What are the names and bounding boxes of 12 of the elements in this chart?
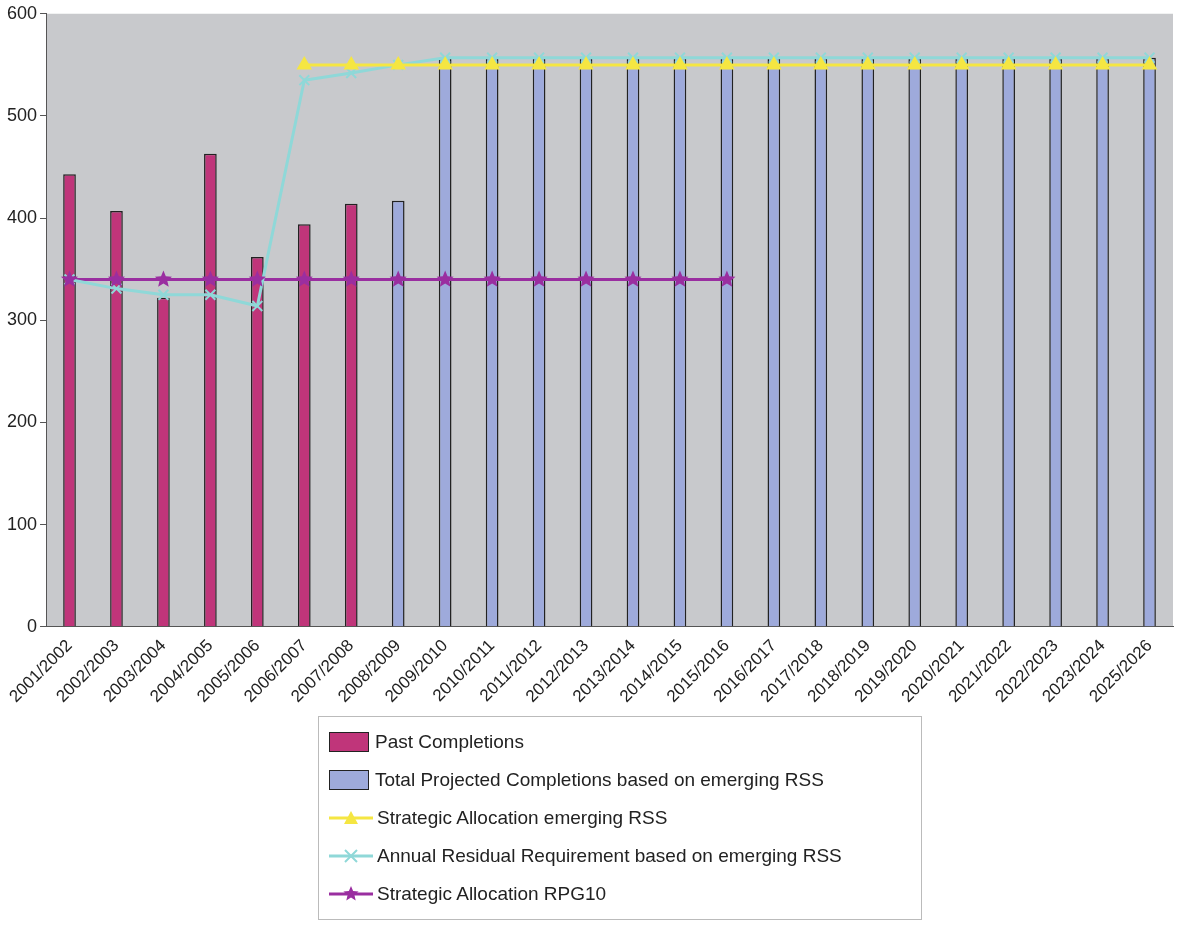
y-tick-label: 100: [6, 513, 38, 534]
y-tick-label: 600: [6, 2, 38, 23]
legend-label: Past Completions: [375, 731, 524, 753]
legend-label: Strategic Allocation RPG10: [377, 883, 607, 905]
legend-label: Annual Residual Requirement based on emerging RSS: [377, 845, 842, 867]
legend-label: Strategic Allocation emerging RSS: [377, 807, 668, 829]
y-tick-label: 0: [27, 615, 38, 636]
legend-label: Total Projected Completions based on emerging RSS: [375, 769, 824, 791]
y-tick-label: 200: [6, 411, 38, 432]
y-tick-label: 300: [6, 309, 38, 330]
y-tick-label: 400: [6, 207, 38, 228]
y-tick-label: 500: [6, 104, 38, 125]
